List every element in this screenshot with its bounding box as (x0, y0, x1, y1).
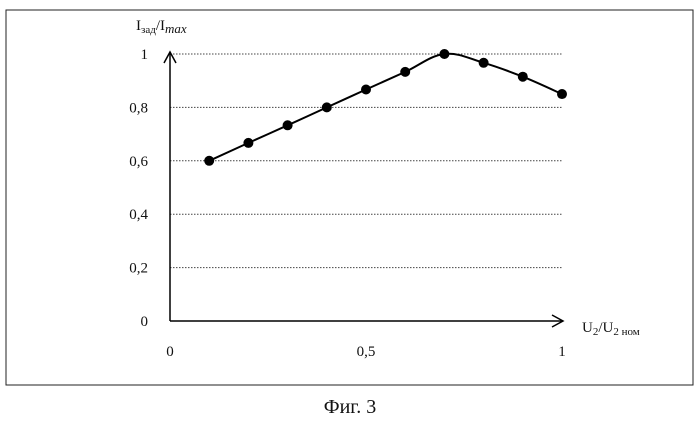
data-point-0-1 (243, 138, 253, 148)
x-tick-label-1: 0,5 (357, 344, 376, 360)
data-point-0-3 (322, 102, 332, 112)
data-point-0-7 (479, 58, 489, 68)
data-point-0-5 (400, 67, 410, 77)
data-point-0-6 (439, 49, 449, 59)
x-tick-label-0: 0 (166, 344, 174, 360)
data-point-0-9 (557, 89, 567, 99)
y-tick-label-3: 0,6 (129, 154, 148, 170)
data-point-0-0 (204, 156, 214, 166)
data-point-0-2 (283, 120, 293, 130)
data-point-0-8 (518, 72, 528, 82)
tick-labels: 0 0,2 0,4 0,6 0,8 1 0 0,5 1 (129, 47, 566, 360)
y-tick-label-1: 0,2 (129, 261, 148, 277)
y-axis-label: Iзад/Imax (136, 18, 187, 36)
x-tick-label-2: 1 (558, 344, 566, 360)
y-tick-label-4: 0,8 (129, 100, 148, 116)
y-tick-label-5: 1 (141, 47, 149, 63)
x-axis-label: U2/U2 ном (582, 320, 640, 338)
y-tick-label-0: 0 (141, 314, 149, 330)
y-tick-label-2: 0,4 (129, 207, 148, 223)
data-point-0-4 (361, 85, 371, 95)
figure-caption: Фиг. 3 (0, 396, 700, 419)
